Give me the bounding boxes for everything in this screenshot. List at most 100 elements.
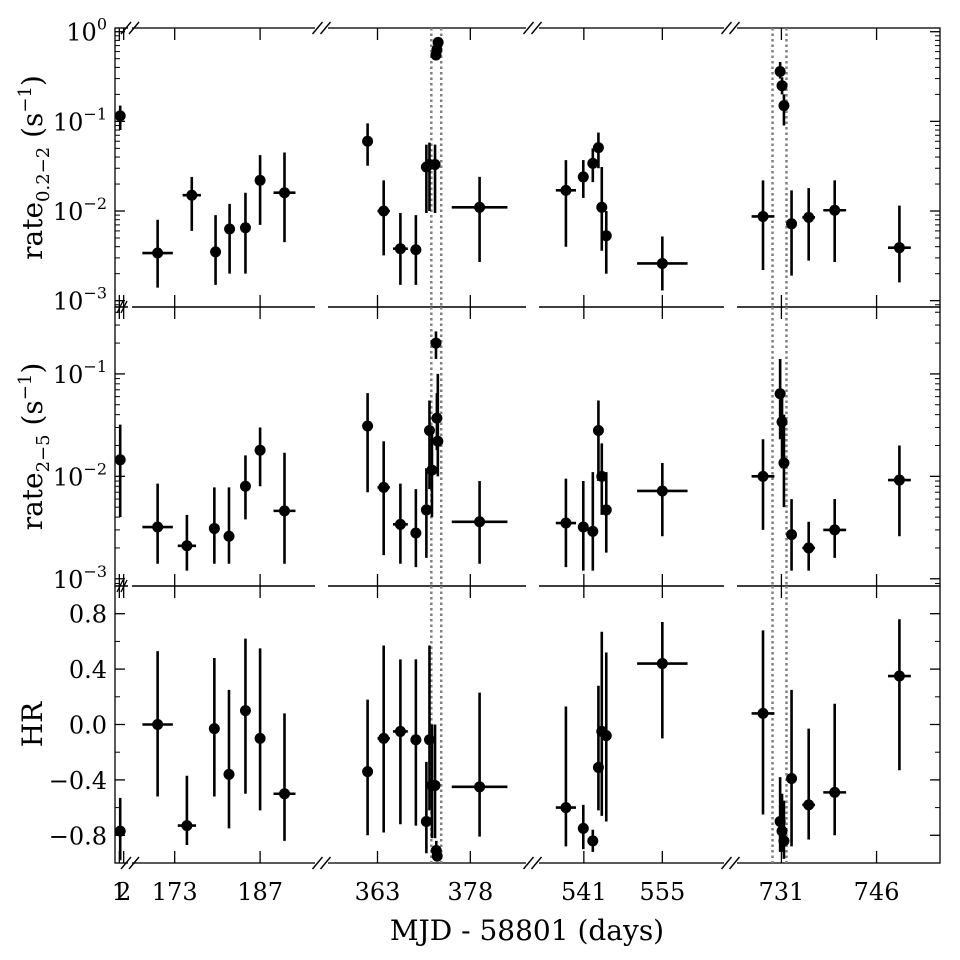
data-point: [362, 699, 374, 836]
data-marker: [420, 504, 432, 516]
data-marker: [208, 522, 220, 534]
data-marker: [210, 246, 222, 258]
data-marker: [829, 204, 841, 216]
data-marker: [432, 36, 444, 48]
data-point: [392, 483, 408, 564]
panel-hr: −0.8 −0.4 0.0 0.4 0.8 12 173 187 363 378 541 555 731…: [16, 584, 941, 906]
data-marker: [786, 529, 798, 541]
data-point: [208, 658, 220, 797]
data-point: [887, 619, 911, 771]
data-point: [426, 432, 438, 518]
data-marker: [378, 205, 390, 217]
data-marker: [224, 223, 236, 235]
data-point: [577, 160, 589, 198]
data-marker: [420, 815, 432, 827]
axis-gap: [128, 305, 132, 309]
data-marker: [577, 822, 589, 834]
data-marker: [152, 521, 164, 533]
data-point: [182, 176, 201, 231]
data-marker: [223, 768, 235, 780]
data-point: [600, 472, 612, 553]
y-tick-label: −0.8: [49, 822, 107, 850]
data-marker: [776, 416, 788, 428]
axis-break-mark: [311, 856, 324, 870]
data-marker: [279, 187, 290, 199]
data-point: [577, 481, 589, 571]
data-marker: [114, 110, 126, 122]
data-marker: [600, 504, 612, 516]
axis-break-mark: [728, 856, 741, 870]
axis-break-mark: [311, 21, 324, 35]
data-marker: [474, 781, 486, 793]
axis-gap: [526, 26, 539, 30]
data-marker: [893, 670, 905, 682]
data-point: [273, 713, 296, 841]
data-point: [778, 414, 790, 508]
x-tick-label: 173: [152, 878, 198, 906]
data-point: [786, 499, 798, 571]
axis-gap: [724, 861, 737, 865]
data-point: [273, 152, 296, 243]
data-marker: [893, 474, 905, 486]
panel-rate_soft: 10−3 10−2 10−1 100 rate0.2−2 (s−1): [15, 15, 941, 316]
data-marker: [223, 530, 235, 542]
y-axis-label: rate2−5 (s−1): [15, 363, 54, 531]
data-point: [114, 797, 126, 861]
data-marker: [362, 766, 374, 778]
data-marker: [577, 521, 589, 533]
data-point: [377, 441, 390, 556]
data-point: [451, 692, 508, 837]
data-marker: [596, 201, 608, 213]
y-tick-label: 0.8: [69, 601, 107, 629]
data-point: [592, 132, 604, 169]
axis-gap: [128, 26, 132, 30]
data-marker: [560, 517, 572, 529]
data-point: [637, 462, 688, 537]
x-tick-label: 555: [639, 878, 685, 906]
data-marker: [774, 65, 786, 77]
y-tick-label: 10−3: [53, 562, 107, 594]
data-marker: [378, 732, 390, 744]
data-marker: [429, 159, 441, 171]
data-point: [177, 514, 197, 571]
data-marker: [774, 388, 786, 400]
data-marker: [114, 454, 126, 466]
axis-break-mark: [120, 856, 132, 870]
data-point: [223, 689, 235, 829]
data-marker: [592, 425, 604, 437]
x-tick-label: 1: [112, 878, 127, 906]
axis-gap: [315, 584, 328, 588]
data-marker: [829, 786, 841, 798]
data-marker: [378, 481, 390, 493]
data-point: [210, 215, 222, 285]
data-marker: [786, 773, 798, 785]
data-point: [392, 659, 408, 825]
axis-gap: [724, 584, 737, 588]
data-point: [587, 472, 599, 571]
data-point: [587, 829, 599, 852]
data-marker: [152, 719, 164, 730]
data-marker: [778, 457, 790, 469]
panel-frame: [114, 306, 941, 587]
data-point: [432, 36, 444, 48]
data-point: [555, 160, 576, 247]
data-point: [239, 638, 251, 794]
data-point: [577, 804, 589, 850]
data-marker: [362, 135, 374, 147]
axis-gap: [526, 584, 539, 588]
data-marker: [239, 480, 251, 492]
axis-gap: [128, 861, 132, 865]
data-marker: [656, 658, 668, 670]
data-point: [142, 219, 173, 288]
data-marker: [254, 732, 266, 744]
y-tick-label: 10−3: [53, 284, 107, 316]
panel-frame: [114, 27, 941, 308]
data-point: [587, 148, 599, 183]
data-point: [600, 652, 612, 822]
data-point: [637, 622, 688, 739]
data-point: [254, 155, 266, 225]
data-point: [254, 648, 266, 811]
axis-break-mark: [720, 856, 733, 870]
data-point: [887, 205, 911, 283]
